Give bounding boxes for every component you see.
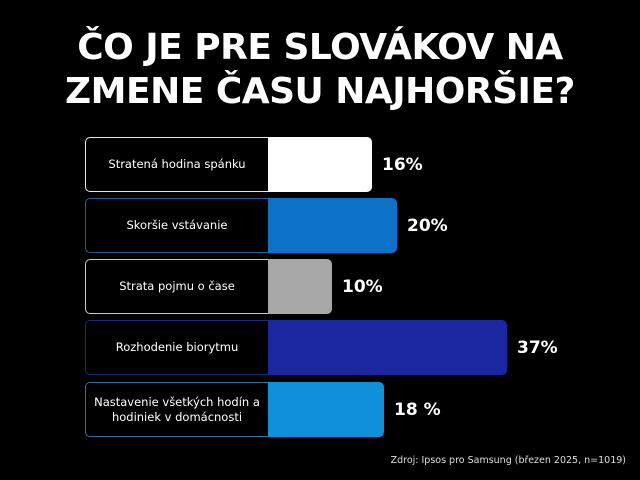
bar-fill (268, 137, 372, 192)
bar-value: 20% (407, 215, 448, 236)
chart-title-line-1: ČO JE PRE SLOVÁKOV NA (77, 27, 563, 68)
bar-row: Strata pojmu o čase 10% (85, 259, 383, 314)
bar-row: Stratená hodina spánku 16% (85, 137, 423, 192)
bar-label: Nastavenie všetkých hodín a hodiniek v d… (85, 382, 268, 437)
source-note: Zdroj: Ipsos pro Samsung (březen 2025, n… (390, 455, 626, 466)
bar-fill (268, 382, 384, 437)
bar-fill (268, 320, 507, 375)
chart-title-line-2: ZMENE ČASU NAJHORŠIE? (65, 71, 575, 112)
bar-row: Rozhodenie biorytmu 37% (85, 320, 558, 375)
bar-label: Stratená hodina spánku (85, 137, 268, 192)
bar-value: 37% (517, 337, 558, 358)
bar-row: Nastavenie všetkých hodín a hodiniek v d… (85, 382, 441, 437)
bar-fill (268, 198, 397, 253)
bar-value: 16% (382, 154, 423, 175)
bar-label: Skoršie vstávanie (85, 198, 268, 253)
bar-label: Rozhodenie biorytmu (85, 320, 268, 375)
bar-value: 18 % (394, 399, 441, 420)
chart-title: ČO JE PRE SLOVÁKOV NA ZMENE ČASU NAJHORŠ… (0, 26, 640, 114)
bar-value: 10% (342, 276, 383, 297)
bar-row: Skoršie vstávanie 20% (85, 198, 448, 253)
bar-fill (268, 259, 332, 314)
bar-label: Strata pojmu o čase (85, 259, 268, 314)
